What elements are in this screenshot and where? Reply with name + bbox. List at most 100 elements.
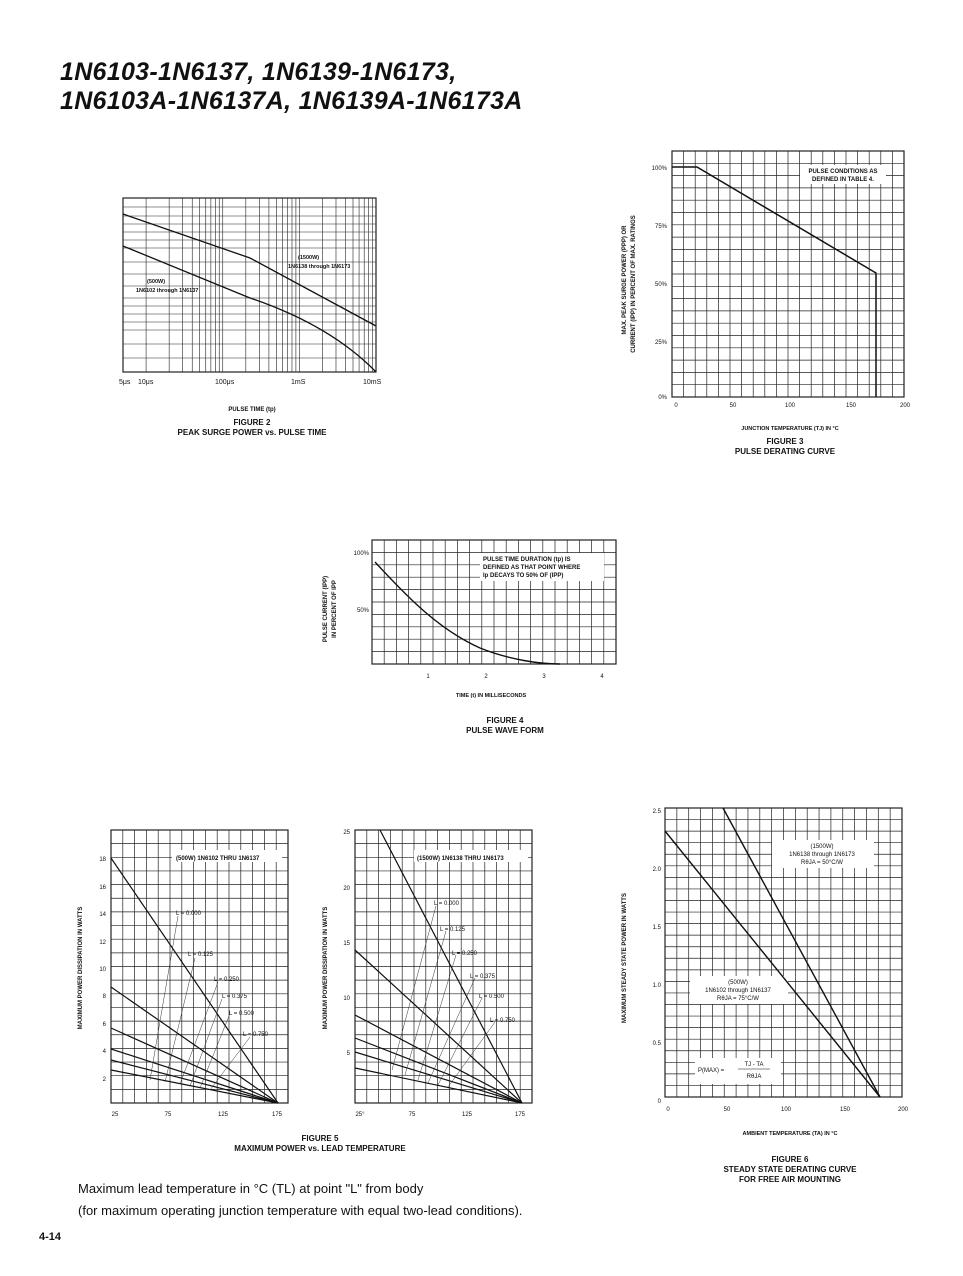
fig3-xtick-100: 100 — [785, 403, 796, 409]
fig3-caption-title: PULSE DERATING CURVE — [734, 447, 836, 456]
fig6-formula-den: RθJA — [747, 1074, 762, 1080]
fig5-left-curve-l0750: L = 0.750 — [243, 1032, 269, 1038]
fig6-xtick-150: 150 — [840, 1107, 851, 1113]
fig6-caption-title: STEADY STATE DERATING CURVE — [723, 1165, 857, 1174]
fig2-caption: FIGURE 2 PEAK SURGE POWER vs. PULSE TIME — [152, 418, 352, 438]
fig3-xtick-150: 150 — [846, 403, 857, 409]
fig5-caption: FIGURE 5 MAXIMUM POWER vs. LEAD TEMPERAT… — [200, 1134, 440, 1154]
fig6-label-500w-box — [690, 976, 788, 1004]
fig4-note-1: PULSE TIME DURATION (tp) IS — [483, 557, 571, 563]
fig4-caption: FIGURE 4 PULSE WAVE FORM — [420, 716, 590, 736]
fig5-right-curve-l0500: L = 0.500 — [479, 994, 505, 1000]
fig5-left-curve-l0000: L = 0.000 — [176, 911, 202, 917]
fig5-left-ytick-12: 12 — [99, 940, 106, 946]
fig5-right-ytick-15: 15 — [343, 941, 350, 947]
fig2-xtick-0: 5μs — [119, 379, 131, 386]
fig6-ylabel: MAXIMUM STEADY STATE POWER IN WATTS — [622, 893, 628, 1023]
fig2-xtick-1: 10μs — [138, 379, 154, 386]
fig2-label-500w-a: (500W) — [147, 279, 165, 285]
fig4-note-box — [480, 553, 604, 581]
fig5-left-ytick-2: 2 — [103, 1077, 107, 1083]
fig5-left-xtick-75: 75 — [165, 1112, 172, 1118]
fig5-left-xtick-175: 175 — [272, 1112, 283, 1118]
fig5-right-series-label: (1500W) 1N6138 THRU 1N6173 — [417, 856, 504, 862]
fig5-left-curve-l0375: L = 0.375 — [222, 994, 248, 1000]
fig4-xtick-4: 4 — [600, 674, 604, 680]
fig6-ytick-0: 0 — [658, 1099, 662, 1105]
fig4-ytick-100: 100% — [354, 551, 370, 557]
fig5-right-curve-l0375: L = 0.375 — [470, 974, 496, 980]
fig2-frame — [122, 197, 377, 373]
fig3-ylabel-1: MAX. PEAK SURGE POWER (PPP) OR — [622, 225, 628, 335]
page-title: 1N6103-1N6137, 1N6139-1N6173, 1N6103A-1N… — [60, 58, 523, 116]
fig2-curve-500w — [122, 245, 377, 373]
fig6-caption: FIGURE 6 STEADY STATE DERATING CURVE FOR… — [705, 1155, 875, 1185]
fig5-left-frame — [110, 829, 289, 1104]
fig3-caption: FIGURE 3 PULSE DERATING CURVE — [700, 437, 870, 457]
fig6-xtick-0: 0 — [666, 1107, 670, 1113]
fig6-ytick-2.0: 2.0 — [653, 867, 662, 873]
fig5-right-xtick-75: 75 — [409, 1112, 416, 1118]
fig5-left-label-box — [172, 850, 282, 862]
fig6-xtick-200: 200 — [898, 1107, 909, 1113]
fig5-left-ytick-8: 8 — [103, 994, 107, 1000]
fig4-note-2: DEFINED AS THAT POINT WHERE — [483, 565, 580, 571]
fig3-note-1: PULSE CONDITIONS AS — [808, 169, 877, 175]
fig3-xtick-200: 200 — [900, 403, 911, 409]
fig5-caption-number: FIGURE 5 — [301, 1134, 339, 1143]
fig2-caption-number: FIGURE 2 — [233, 418, 271, 427]
fig6-formula-lhs: P(MAX) = — [698, 1068, 725, 1074]
fig2-xtick-2: 100μs — [215, 379, 235, 386]
fig5-right-ytick-5: 5 — [347, 1051, 351, 1057]
fig6-label-500w-b: 1N6102 through 1N6137 — [705, 988, 771, 994]
fig5-left-ytick-16: 16 — [99, 885, 106, 891]
fig5-left-xtick-125: 125 — [218, 1112, 229, 1118]
fig6-label-1500w-b: 1N6138 through 1N6173 — [789, 852, 855, 858]
fig5-right-ytick-20: 20 — [343, 886, 350, 892]
fig6-caption-title-2: FOR FREE AIR MOUNTING — [739, 1175, 841, 1184]
fig5-left-series-label: (500W) 1N6102 THRU 1N6137 — [176, 856, 260, 862]
fig4-caption-number: FIGURE 4 — [486, 716, 524, 725]
fig6-frame — [664, 807, 903, 1098]
fig3-ytick-75: 75% — [655, 224, 668, 230]
fig2-label-1500w-a: (1500W) — [298, 255, 319, 261]
fig5-right-curve-l0750: L = 0.750 — [490, 1018, 516, 1024]
fig5-right-curve-l0125: L = 0.125 — [440, 927, 466, 933]
fig6-label-1500w-a: (1500W) — [810, 844, 833, 850]
fig5-right-ylabel: MAXIMUM POWER DISSIPATION IN WATTS — [323, 907, 329, 1030]
fig4-frame — [371, 539, 617, 665]
fig3-ytick-0: 0% — [658, 395, 667, 401]
fig4-curve — [374, 561, 561, 665]
fig5-right-xtick-25: 25° — [355, 1112, 365, 1118]
fig5-right-curve-l0000: L = 0.000 — [434, 901, 460, 907]
fig2-label-1500w-b: 1N6138 through 1N6173 — [288, 264, 350, 270]
fig2-xlabel: PULSE TIME (tp) — [228, 407, 275, 413]
fig3-note-box — [800, 165, 886, 184]
fig4-xtick-1: 1 — [426, 674, 430, 680]
fig5-left-ytick-10: 10 — [99, 967, 106, 973]
fig4-xlabel: TIME (t) IN MILLISECONDS — [456, 693, 527, 699]
fig4-ytick-50: 50% — [357, 608, 370, 614]
fig6-ytick-1.5: 1.5 — [653, 925, 662, 931]
fig3-ytick-50: 50% — [655, 282, 668, 288]
fig6-xtick-100: 100 — [781, 1107, 792, 1113]
fig3-curve — [672, 166, 877, 397]
footnote-line-1: Maximum lead temperature in °C (TL) at p… — [78, 1181, 424, 1196]
fig4-caption-title: PULSE WAVE FORM — [466, 726, 544, 735]
fig5-left-curve-l0250: L = 0.250 — [214, 977, 240, 983]
fig3-ylabel-2: CURRENT (IPP) IN PERCENT OF MAX. RATINGS — [631, 215, 637, 353]
fig4-xtick-2: 2 — [484, 674, 488, 680]
fig5-right-label-box — [414, 850, 528, 862]
fig5-left-curve-l0125: L = 0.125 — [188, 952, 214, 958]
fig2-curve-1500w — [122, 213, 377, 327]
fig2-xtick-3: 1mS — [291, 379, 306, 386]
fig3-note-2: DEFINED IN TABLE 4. — [812, 177, 874, 183]
fig6-formula-num: TJ - TA — [744, 1062, 763, 1068]
fig3-xtick-50: 50 — [730, 403, 737, 409]
title-line-2: 1N6103A-1N6137A, 1N6139A-1N6173A — [60, 87, 523, 115]
footnote-line-2: (for maximum operating junction temperat… — [78, 1203, 523, 1218]
fig5-left-curve-l0500: L = 0.500 — [229, 1011, 255, 1017]
